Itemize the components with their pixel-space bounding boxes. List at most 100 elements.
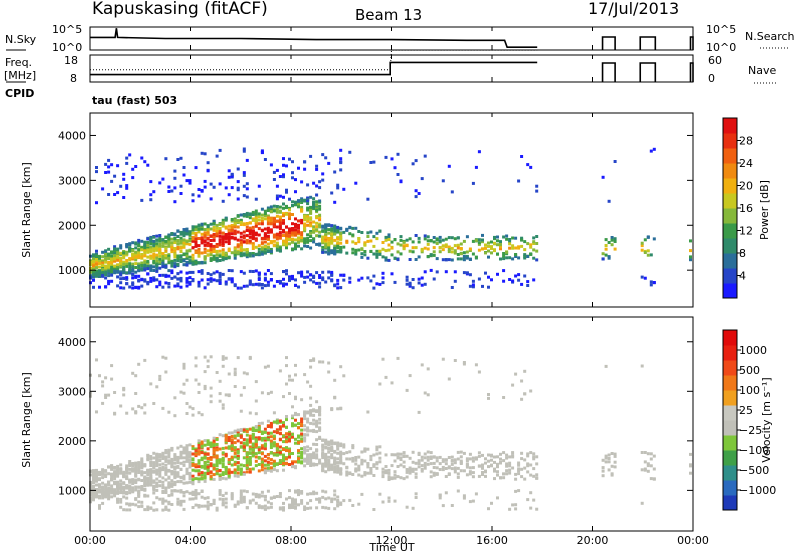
frequency-gated-segment [601, 62, 616, 82]
heatmap-cell [161, 480, 165, 484]
heatmap-cell [438, 468, 442, 471]
heatmap-cell [423, 461, 427, 465]
heatmap-cell [474, 165, 478, 169]
heatmap-cell [297, 230, 300, 234]
heatmap-cell [218, 238, 222, 242]
heatmap-cell [245, 222, 249, 225]
heatmap-cell [508, 256, 512, 260]
heatmap-cell [200, 471, 204, 475]
heatmap-cell [158, 458, 162, 462]
heatmap-cell [496, 473, 499, 477]
heatmap-cell [215, 506, 219, 510]
heatmap-cell [194, 232, 198, 235]
colorbar-swatch [723, 268, 737, 284]
heatmap-cell [188, 491, 192, 495]
heatmap-cell [230, 236, 234, 239]
heatmap-cell [275, 248, 279, 252]
heatmap-cell [236, 167, 240, 171]
heatmap-cell [221, 494, 225, 498]
heatmap-cell [288, 208, 291, 212]
heatmap-cell [375, 255, 379, 259]
heatmap-cell [224, 440, 228, 444]
heatmap-cell [309, 453, 313, 457]
heatmap-cell [158, 497, 162, 501]
heatmap-cell [128, 243, 132, 246]
heatmap-cell [227, 242, 231, 245]
heatmap-cell [212, 228, 216, 232]
heatmap-cell [206, 244, 210, 248]
heatmap-cell [194, 166, 198, 170]
heatmap-cell [134, 250, 138, 254]
heatmap-cell [185, 260, 189, 264]
heatmap-cell [288, 157, 291, 161]
heatmap-cell [291, 247, 294, 251]
heatmap-cell [303, 229, 307, 233]
heatmap-cell [490, 278, 493, 282]
heatmap-cell [375, 253, 379, 256]
heatmap-cell [92, 267, 95, 271]
heatmap-cell [357, 455, 361, 459]
heatmap-cell [212, 502, 216, 505]
heatmap-cell [426, 242, 430, 246]
heatmap-cell [535, 507, 539, 511]
heatmap-cell [526, 462, 530, 466]
heatmap-cell [173, 238, 177, 242]
heatmap-cell [652, 281, 656, 284]
heatmap-cell [155, 259, 159, 263]
heatmap-cell [197, 469, 201, 473]
colorbar-swatch [723, 465, 737, 481]
heatmap-cell [245, 443, 249, 447]
heatmap-cell [327, 228, 331, 232]
heatmap-cell [230, 232, 234, 236]
heatmap-cell [405, 278, 409, 282]
heatmap-cell [517, 472, 521, 476]
heatmap-cell [399, 179, 403, 183]
heatmap-cell [432, 236, 436, 239]
heatmap-cell [185, 277, 189, 281]
heatmap-cell [152, 465, 156, 469]
heatmap-cell [95, 479, 98, 483]
heatmap-cell [221, 231, 225, 235]
heatmap-cell [474, 238, 478, 242]
heatmap-cell [490, 251, 493, 255]
heatmap-cell [330, 228, 334, 232]
heatmap-cell [496, 455, 499, 459]
heatmap-cell [511, 466, 515, 470]
heatmap-cell [333, 246, 337, 250]
heatmap-cell [471, 459, 475, 463]
heatmap-cell [101, 468, 105, 472]
heatmap-cell [269, 219, 273, 223]
heatmap-cell [420, 458, 424, 462]
heatmap-cell [197, 492, 201, 496]
heatmap-cell [402, 477, 406, 481]
heatmap-cell [164, 507, 168, 511]
heatmap-cell [128, 478, 132, 482]
heatmap-cell [197, 249, 201, 253]
heatmap-cell [333, 470, 337, 474]
heatmap-cell [535, 249, 539, 253]
heatmap-cell [158, 463, 162, 467]
heatmap-cell [535, 455, 539, 459]
heatmap-cell [282, 173, 285, 177]
heatmap-cell [339, 148, 343, 152]
heatmap-cell [116, 263, 120, 267]
heatmap-cell [248, 463, 252, 466]
heatmap-cell [312, 280, 316, 284]
heatmap-cell [447, 250, 451, 254]
heatmap-cell [351, 240, 355, 244]
heatmap-cell [402, 451, 406, 455]
heatmap-cell [137, 279, 141, 283]
heatmap-cell [188, 270, 192, 274]
heatmap-cell [381, 467, 385, 471]
heatmap-cell [233, 385, 237, 388]
heatmap-cell [375, 448, 379, 452]
heatmap-cell [227, 247, 231, 251]
heatmap-cell [266, 425, 270, 428]
heatmap-cell [254, 444, 258, 448]
heatmap-cell [260, 219, 264, 223]
heatmap-cell [260, 465, 264, 469]
heatmap-cell [245, 459, 249, 463]
heatmap-cell [131, 371, 135, 375]
heatmap-cell [523, 466, 527, 470]
heatmap-cell [227, 431, 231, 435]
